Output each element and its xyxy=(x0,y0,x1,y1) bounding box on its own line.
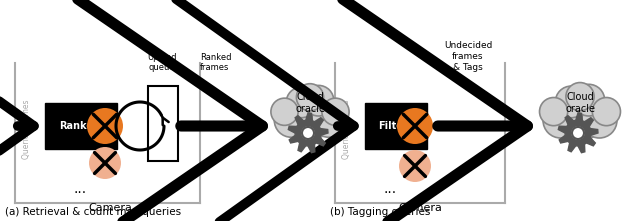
Polygon shape xyxy=(558,113,598,153)
Circle shape xyxy=(399,150,431,182)
Circle shape xyxy=(271,98,298,125)
Circle shape xyxy=(573,84,605,116)
Text: Cloud
oracle: Cloud oracle xyxy=(565,92,595,114)
Text: Upload
queue: Upload queue xyxy=(147,53,177,72)
Polygon shape xyxy=(288,113,328,153)
Text: ...: ... xyxy=(383,182,397,196)
Circle shape xyxy=(556,86,587,118)
Text: Camera: Camera xyxy=(398,203,442,213)
Text: Cloud
oracle: Cloud oracle xyxy=(295,92,325,114)
Circle shape xyxy=(593,97,621,126)
Circle shape xyxy=(397,108,433,144)
Text: Ranked
frames: Ranked frames xyxy=(200,53,232,72)
Bar xyxy=(365,103,427,149)
Text: (b) Tagging queries: (b) Tagging queries xyxy=(330,207,430,217)
Text: Undecided
frames
& Tags: Undecided frames & Tags xyxy=(444,41,492,72)
Circle shape xyxy=(296,84,324,111)
Bar xyxy=(148,86,178,161)
Text: Camera: Camera xyxy=(88,203,132,213)
Circle shape xyxy=(275,103,308,137)
Circle shape xyxy=(286,92,334,140)
Circle shape xyxy=(302,127,314,139)
Text: Rankers: Rankers xyxy=(59,121,103,131)
Circle shape xyxy=(572,127,584,139)
Circle shape xyxy=(582,103,617,138)
Circle shape xyxy=(540,97,568,126)
Circle shape xyxy=(89,147,121,179)
Text: ...: ... xyxy=(74,182,86,196)
Circle shape xyxy=(322,98,349,125)
Bar xyxy=(45,103,117,149)
Text: (a) Retrieval & count max queries: (a) Retrieval & count max queries xyxy=(5,207,181,217)
Circle shape xyxy=(312,103,346,137)
Text: Filters: Filters xyxy=(378,121,413,131)
Text: Queried frames: Queried frames xyxy=(22,99,31,159)
Circle shape xyxy=(556,91,605,141)
Text: Queried frames: Queried frames xyxy=(342,99,351,159)
Circle shape xyxy=(566,83,594,111)
Circle shape xyxy=(303,85,334,116)
Circle shape xyxy=(87,108,123,144)
Circle shape xyxy=(543,103,579,138)
Circle shape xyxy=(286,87,317,118)
